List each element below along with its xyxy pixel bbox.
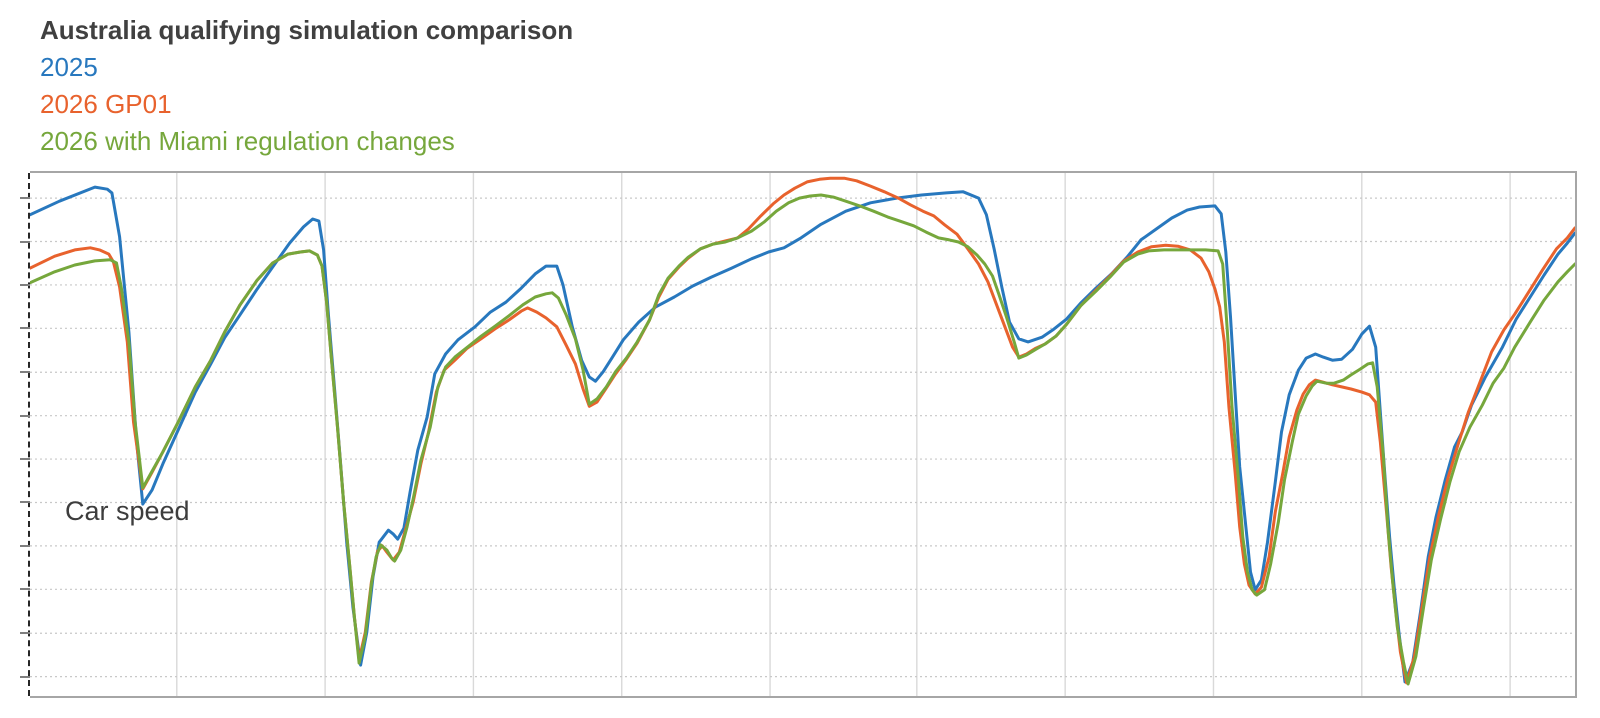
y-axis-tick	[20, 327, 30, 330]
y-axis-tick	[20, 501, 30, 504]
y-axis-tick	[20, 675, 30, 678]
y-axis-tick	[20, 283, 30, 286]
y-axis-tick	[20, 544, 30, 547]
y-axis-label: Car speed	[65, 496, 190, 526]
y-axis-tick	[20, 197, 30, 200]
chart-header: Australia qualifying simulation comparis…	[40, 12, 573, 160]
y-axis-tick	[20, 240, 30, 243]
y-axis-tick	[20, 371, 30, 374]
legend-item-2026-miami: 2026 with Miami regulation changes	[40, 126, 455, 156]
y-axis-tick	[20, 632, 30, 635]
y-axis-tick	[20, 414, 30, 417]
y-axis-tick	[20, 588, 30, 591]
line-chart	[30, 173, 1575, 696]
legend-item-2025: 2025	[40, 52, 98, 82]
chart-title: Australia qualifying simulation comparis…	[40, 15, 574, 45]
y-axis-tick	[20, 458, 30, 461]
legend-item-2026-gp01: 2026 GP01	[40, 89, 172, 119]
plot-area: Car speed	[20, 171, 1577, 698]
y-axis	[28, 173, 30, 696]
